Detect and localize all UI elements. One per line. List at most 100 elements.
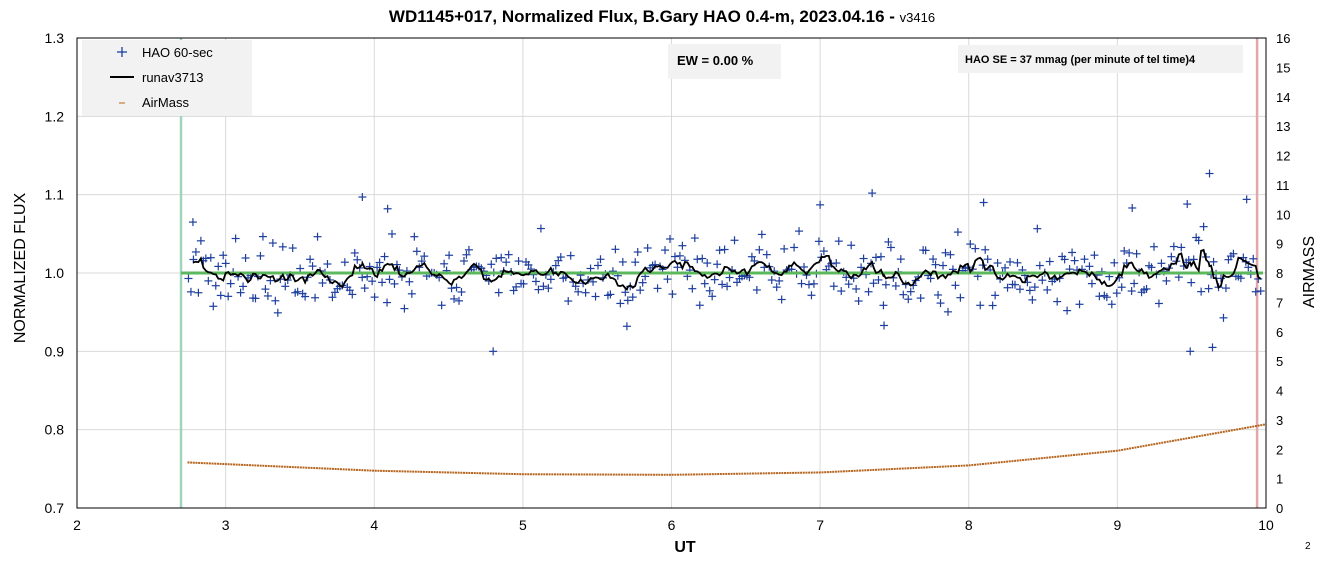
airmass-point [211, 462, 214, 465]
flux-point [946, 250, 955, 259]
airmass-point [821, 471, 824, 474]
flux-point [263, 291, 272, 300]
flux-point [375, 258, 384, 267]
flux-point [852, 284, 861, 293]
airmass-point [856, 469, 859, 472]
flux-point [623, 296, 632, 305]
flux-point [762, 250, 771, 259]
airmass-point [893, 467, 896, 470]
flux-point [278, 242, 287, 251]
airmass-point [243, 463, 246, 466]
flux-point [868, 189, 877, 198]
airmass-point [521, 473, 524, 476]
flux-point [328, 293, 337, 302]
airmass-point [529, 473, 532, 476]
airmass-point [957, 464, 960, 467]
legend-marker-hao [117, 47, 127, 57]
airmass-point [337, 468, 340, 471]
flux-point [993, 259, 1002, 268]
airmass-point [543, 473, 546, 476]
flux-point [643, 244, 652, 253]
y-tick-label: 1.3 [45, 30, 65, 46]
flux-point [710, 275, 719, 284]
airmass-point [404, 470, 407, 473]
airmass-point [232, 463, 235, 466]
airmass-point [535, 473, 538, 476]
airmass-point [257, 464, 260, 467]
flux-point [390, 279, 399, 288]
flux-point [368, 277, 377, 286]
flux-point [1221, 284, 1230, 293]
y2-tick-label: 2 [1276, 442, 1283, 457]
flux-point [891, 281, 900, 290]
flux-point [1035, 261, 1044, 270]
airmass-point [604, 473, 607, 476]
flux-point [459, 256, 468, 265]
airmass-point [698, 473, 701, 476]
flux-point [400, 304, 409, 313]
airmass-point [449, 471, 452, 474]
flux-point [1199, 222, 1208, 231]
flux-point [638, 278, 647, 287]
airmass-point [990, 462, 993, 465]
airmass-point [481, 472, 484, 475]
airmass-point [695, 473, 698, 476]
airmass-point [759, 472, 762, 475]
airmass-point [1246, 426, 1249, 429]
airmass-point [262, 464, 265, 467]
airmass-point [275, 465, 278, 468]
airmass-point [216, 462, 219, 465]
airmass-point [1030, 458, 1033, 461]
y2-tick-label: 9 [1276, 237, 1283, 252]
airmass-point [356, 468, 359, 471]
airmass-point [1008, 460, 1011, 463]
flux-point [1033, 224, 1042, 233]
airmass-point [1257, 424, 1260, 427]
flux-point [881, 280, 890, 289]
airmass-point [283, 465, 286, 468]
airmass-point [412, 470, 415, 473]
airmass-point [984, 462, 987, 465]
flux-point [1236, 274, 1245, 283]
flux-point [869, 279, 878, 288]
airmass-point [246, 464, 249, 467]
x-axis-title: UT [674, 539, 696, 556]
airmass-point [398, 470, 401, 473]
flux-point [1128, 203, 1137, 212]
airmass-point [1006, 460, 1009, 463]
flux-point [383, 298, 392, 307]
flux-point [725, 273, 734, 282]
flux-point [209, 302, 218, 311]
airmass-point [334, 467, 337, 470]
airmass-point [460, 471, 463, 474]
y2-tick-label: 1 [1276, 472, 1283, 487]
airmass-point [310, 466, 313, 469]
airmass-point [1137, 446, 1140, 449]
airmass-point [794, 471, 797, 474]
airmass-point [767, 472, 770, 475]
flux-point [832, 259, 841, 268]
airmass-point [875, 468, 878, 471]
flux-point [1053, 297, 1062, 306]
airmass-point [808, 471, 811, 474]
flux-point [1013, 258, 1022, 267]
flux-point [1025, 286, 1034, 295]
airmass-point [347, 468, 350, 471]
flux-point [804, 280, 813, 289]
airmass-point [214, 462, 217, 465]
flux-point [1186, 347, 1195, 356]
airmass-point [1000, 461, 1003, 464]
airmass-point [1222, 430, 1225, 433]
flux-point [780, 244, 789, 253]
flux-point [991, 291, 1000, 300]
chart-title-version: v3416 [900, 10, 935, 25]
flux-point [1110, 258, 1119, 267]
flux-point [1063, 306, 1072, 315]
airmass-point [1260, 424, 1263, 427]
airmass-point [703, 473, 706, 476]
flux-point [365, 262, 374, 271]
flux-point [874, 275, 883, 284]
airmass-point [931, 466, 934, 469]
flux-point [457, 288, 466, 297]
airmass-point [647, 473, 650, 476]
